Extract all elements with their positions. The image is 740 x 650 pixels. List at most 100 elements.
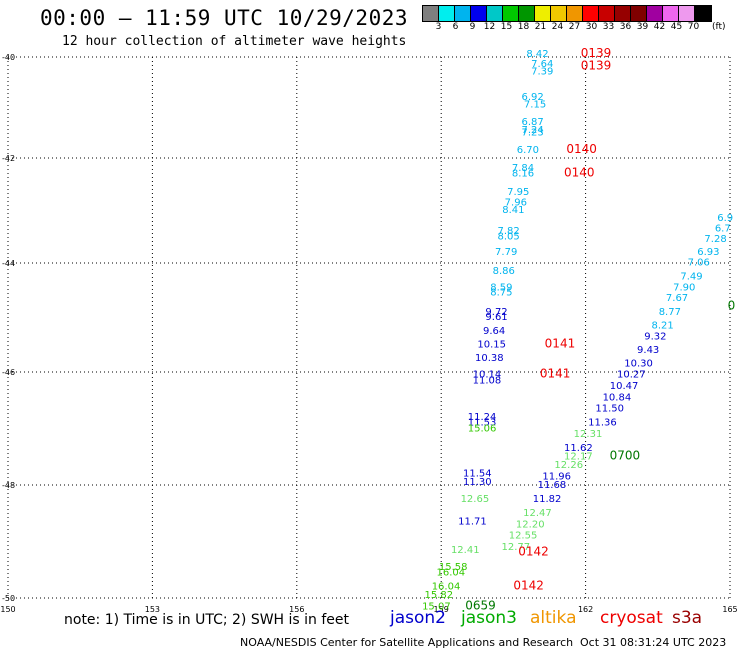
latitude-tick-label: -46 xyxy=(2,368,15,377)
mission-cryosat: cryosat xyxy=(600,608,663,628)
wave-height-label: 9.64 xyxy=(483,326,505,337)
legend-tick-label: 21 xyxy=(534,22,547,32)
wave-height-label: 7.49 xyxy=(680,271,702,282)
legend-swatch xyxy=(599,6,615,21)
legend-swatch xyxy=(551,6,567,21)
wave-height-label: 11.62 xyxy=(564,443,593,454)
wave-height-label: 8.21 xyxy=(651,320,673,331)
wave-height-label: 11.71 xyxy=(458,517,487,528)
legend-swatch xyxy=(567,6,583,21)
pass-time-label: 0139 xyxy=(581,46,612,60)
legend-swatch xyxy=(583,6,599,21)
wave-height-label: 15.82 xyxy=(424,590,453,601)
legend-swatch xyxy=(679,6,695,21)
wave-height-label: 11.08 xyxy=(473,375,502,386)
latitude-tick-label: -44 xyxy=(2,259,15,268)
wave-height-label: 7.95 xyxy=(507,187,529,198)
legend-swatch xyxy=(631,6,647,21)
legend-tick-label: 45 xyxy=(670,22,683,32)
legend-swatch xyxy=(663,6,679,21)
wave-height-label: 7.67 xyxy=(666,293,688,304)
wave-height-label: 8.05 xyxy=(497,231,519,242)
color-scale-legend xyxy=(422,5,712,22)
wave-height-label: 11.50 xyxy=(595,404,624,415)
wave-height-label: 7.64 xyxy=(531,59,553,70)
wave-height-label: 12.20 xyxy=(516,519,545,530)
wave-height-label: 16.04 xyxy=(437,567,466,578)
latitude-tick-label: -48 xyxy=(2,481,15,490)
pass-time-label: 0141 xyxy=(540,367,571,381)
legend-tick-label: 39 xyxy=(636,22,649,32)
wave-height-label: 10.47 xyxy=(610,381,639,392)
wave-height-label: 12.65 xyxy=(461,494,490,505)
latitude-tick-label: -42 xyxy=(2,154,15,163)
wave-height-label: 6.9 xyxy=(717,213,733,224)
wave-height-label: 12.55 xyxy=(509,531,538,542)
legend-tick-label: 15 xyxy=(500,22,513,32)
pass-time-label: 0141 xyxy=(545,336,576,350)
pass-time-label: 0140 xyxy=(564,165,595,179)
legend-swatch xyxy=(423,6,439,21)
page-subtitle: 12 hour collection of altimeter wave hei… xyxy=(62,34,407,49)
wave-height-label: 11.96 xyxy=(542,471,571,482)
legend-swatch xyxy=(503,6,519,21)
legend-tick-label: 18 xyxy=(517,22,530,32)
longitude-tick-label: 165 xyxy=(722,605,737,614)
wave-height-label: 10.14 xyxy=(473,370,502,381)
wave-height-label: 10.84 xyxy=(603,392,632,403)
legend-swatch xyxy=(615,6,631,21)
wave-height-label: 12.17 xyxy=(564,452,593,463)
wave-height-label: 9.43 xyxy=(637,345,659,356)
wave-height-label: 11.82 xyxy=(533,494,562,505)
wave-height-label: 7.15 xyxy=(524,100,546,111)
wave-height-label: 12.26 xyxy=(554,460,583,471)
longitude-tick-label: 150 xyxy=(0,605,15,614)
wave-height-label: 8.75 xyxy=(490,288,512,299)
legend-tick-label: 6 xyxy=(452,22,459,32)
wave-height-label: 11.68 xyxy=(538,480,567,491)
wave-height-label: 7.82 xyxy=(497,226,519,237)
wave-height-label: 12.31 xyxy=(574,429,603,440)
pass-time-label: 0139 xyxy=(581,59,612,73)
pass-time-label: 0140 xyxy=(566,142,597,156)
pass-time-label: 0 xyxy=(728,298,736,312)
wave-height-label: 9.32 xyxy=(644,331,666,342)
legend-tick-label: 3 xyxy=(435,22,442,32)
wave-height-label: 11.53 xyxy=(468,418,497,429)
legend-tick-label: 36 xyxy=(619,22,632,32)
mission-jason2: jason2 xyxy=(390,608,446,628)
credit-line: NOAA/NESDIS Center for Satellite Applica… xyxy=(240,636,574,649)
wave-height-label: 6.87 xyxy=(522,117,544,128)
mission-s3a: s3a xyxy=(672,608,703,628)
wave-height-label: 12.47 xyxy=(523,508,552,519)
wave-height-label: 10.38 xyxy=(475,353,504,364)
mission-altika: altika xyxy=(530,608,577,628)
wave-height-label: 7.79 xyxy=(495,247,517,258)
pass-time-label: 0142 xyxy=(513,579,544,593)
wave-height-label: 7.23 xyxy=(522,127,544,138)
legend-swatch xyxy=(519,6,535,21)
pass-time-label: 0142 xyxy=(518,545,549,559)
legend-swatch xyxy=(535,6,551,21)
wave-height-label: 7.39 xyxy=(531,67,553,78)
map-grid xyxy=(7,56,731,599)
wave-height-label: 9.72 xyxy=(485,307,507,318)
color-scale-unit: (ft) xyxy=(712,22,726,32)
color-scale-ticks: 3 6 9 12 15 18 21 24 27 30 33 36 39 42 45 70 xyxy=(430,22,702,32)
legend-swatch xyxy=(647,6,663,21)
legend-swatch xyxy=(695,6,711,21)
wave-height-label: 12.41 xyxy=(451,545,480,556)
legend-tick-label: 27 xyxy=(568,22,581,32)
latitude-tick-label: -50 xyxy=(2,594,15,603)
legend-tick-label: 24 xyxy=(551,22,564,32)
wave-height-label: 12.77 xyxy=(501,542,530,553)
wave-height-label: 7.84 xyxy=(512,163,534,174)
wave-height-label: 8.86 xyxy=(493,266,515,277)
wave-height-label: 7.90 xyxy=(673,282,695,293)
wave-height-label: 8.41 xyxy=(502,205,524,216)
legend-swatch xyxy=(471,6,487,21)
wave-height-label: 16.04 xyxy=(432,582,461,593)
wave-height-label: 8.42 xyxy=(526,49,548,60)
legend-tick-label: 70 xyxy=(687,22,700,32)
